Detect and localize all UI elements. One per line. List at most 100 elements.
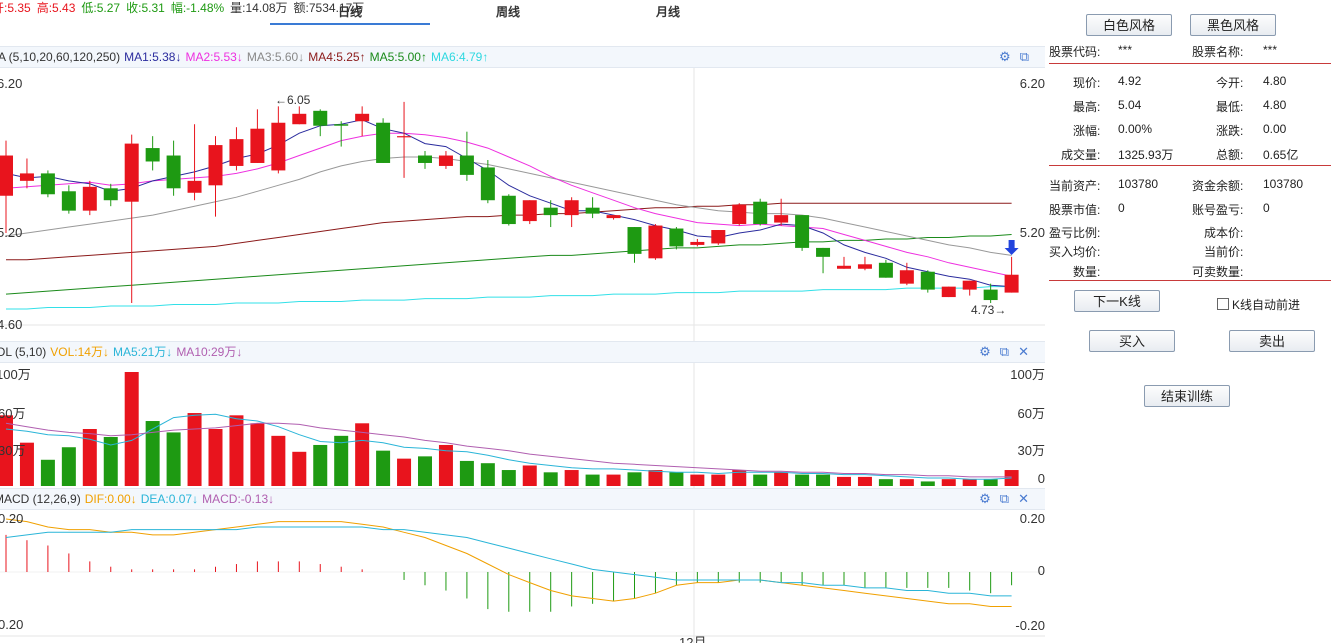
settings-icon[interactable]: ⚙: [979, 344, 991, 359]
black-style-button[interactable]: 黑色风格: [1190, 14, 1276, 36]
tab-daily[interactable]: 日线: [338, 5, 363, 19]
candle-body: [271, 122, 286, 171]
ma-line-ma6: [6, 286, 1012, 310]
dea-legend: DEA:0.07↓: [140, 492, 199, 506]
vol-axis-right-100: 100万: [1010, 367, 1045, 382]
trade-panel: 白色风格 黑色风格 股票代码: *** 股票名称: *** 现价: 4.92 今…: [1047, 0, 1331, 643]
ma-tools: ⚙ ⧉: [994, 47, 1033, 67]
settings-icon[interactable]: ⚙: [979, 491, 991, 506]
high-price-marker: ←6.05: [275, 93, 311, 107]
settings-icon[interactable]: ⚙: [999, 49, 1011, 64]
volume-bar: [816, 474, 831, 486]
candle-body: [438, 155, 453, 166]
volume-bar: [82, 429, 97, 486]
low-info: 低:5.27: [81, 1, 121, 15]
close-info: 收:5.31: [126, 1, 165, 15]
volume-bar: [774, 472, 789, 486]
candle-body: [690, 241, 705, 245]
candle-body: [501, 195, 516, 225]
volume-bar: [480, 463, 495, 486]
auto-advance-checkbox[interactable]: K线自动前进: [1217, 296, 1300, 313]
ma4-legend: MA4:5.25↑: [308, 50, 366, 64]
close-icon[interactable]: ✕: [1018, 491, 1029, 506]
candle-body: [459, 155, 474, 175]
ma6-legend: MA6:4.79↑: [430, 50, 489, 64]
checkbox-icon[interactable]: [1217, 298, 1229, 310]
chart-area[interactable]: 开:5.35 高:5.43 低:5.27 收:5.31 幅:-1.48% 量:14.08万…: [0, 0, 1045, 643]
macd-legend-title: MACD (12,26,9): [0, 492, 81, 506]
sell-button[interactable]: 卖出: [1229, 330, 1315, 352]
volume-value: 1325.93万: [1118, 148, 1174, 162]
next-candle-button[interactable]: 下一K线: [1074, 290, 1160, 312]
vol-axis-left-100: 100万: [0, 367, 31, 382]
macd-axis-right-top: 0.20: [1019, 511, 1045, 526]
candle-body: [124, 143, 139, 202]
vol-ma5-legend: MA5:21万↓: [112, 345, 173, 359]
price-axis-left-bottom: 4.60: [0, 317, 23, 332]
cash-label: 资金余额:: [1192, 179, 1244, 193]
macd-axis-left-bottom: 0.20: [0, 617, 24, 632]
market-value-label: 股票市值:: [1049, 203, 1101, 217]
tab-weekly[interactable]: 周线: [496, 5, 521, 19]
macd-axis-right-zero: 0: [1037, 563, 1045, 578]
vol-axis-left-60: 60万: [0, 406, 26, 421]
low-price-marker: 4.73→: [971, 303, 1007, 317]
volume-bar: [522, 465, 537, 486]
candle-body: [376, 122, 391, 163]
pct-value: 0.00%: [1118, 122, 1153, 136]
volume-bar: [753, 474, 768, 486]
price-axis-right-top: 6.20: [1019, 76, 1045, 91]
candle-body: [334, 124, 349, 126]
macd-axis-right-bottom: -0.20: [1015, 618, 1045, 633]
candle-body: [878, 262, 893, 278]
candle-body: [82, 186, 97, 211]
cost-price-label: 成本价:: [1204, 226, 1244, 240]
candle-body: [711, 230, 726, 244]
candle-body: [19, 173, 34, 181]
volume-bar: [962, 479, 977, 486]
close-icon[interactable]: ✕: [1018, 344, 1029, 359]
dif-line: [5, 518, 1012, 607]
candle-body: [627, 227, 642, 254]
buy-button[interactable]: 买入: [1089, 330, 1175, 352]
tab-monthly[interactable]: 月线: [656, 5, 681, 19]
candle-body: [606, 215, 621, 219]
price-axis-left-mid: 5.20: [0, 225, 23, 240]
assets-label: 当前资产:: [1049, 179, 1101, 193]
switch-icon[interactable]: ⧉: [1019, 49, 1029, 64]
volume-bar: [145, 421, 160, 486]
open-label: 今开:: [1216, 76, 1244, 90]
volume-bar: [941, 479, 956, 486]
volume-bar: [271, 435, 286, 486]
candle-body: [355, 113, 370, 122]
active-tab-indicator: [270, 23, 430, 25]
volume-bar: [124, 372, 139, 486]
macd-axis-left-top: 0.20: [0, 511, 24, 526]
candle-body: [145, 148, 160, 162]
end-training-button[interactable]: 结束训练: [1144, 385, 1230, 407]
volume-bar: [103, 436, 118, 486]
volume-bar: [355, 423, 370, 486]
ohlc-info-bar: 开:5.35 高:5.43 低:5.27 收:5.31 幅:-1.48% 量:14.08万…: [0, 0, 370, 20]
candle-body: [0, 155, 13, 196]
candle-body: [1004, 274, 1019, 293]
volume-bar: [292, 451, 307, 486]
divider: [1049, 63, 1331, 64]
kline-chart[interactable]: [0, 0, 1045, 643]
macd-tools: ⚙ ⧉ ✕: [974, 489, 1033, 509]
volume-bar: [40, 459, 55, 486]
price-value: 4.92: [1118, 74, 1142, 88]
vol-axis-right-0: 0: [1037, 471, 1045, 486]
chg-label: 涨跌:: [1216, 124, 1244, 138]
volume-bar: [438, 444, 453, 486]
switch-icon[interactable]: ⧉: [999, 344, 1010, 359]
white-style-button[interactable]: 白色风格: [1086, 14, 1172, 36]
low-label: 最低:: [1216, 100, 1244, 114]
switch-icon[interactable]: ⧉: [999, 491, 1010, 506]
volume-bar: [627, 472, 642, 486]
volume-bar: [61, 447, 76, 486]
month-marker: 12月: [679, 635, 707, 643]
low-value: 4.80: [1263, 98, 1287, 112]
vol-ma10-legend: MA10:29万↓: [176, 345, 243, 359]
vol-axis-left-30: 30万: [0, 443, 26, 458]
